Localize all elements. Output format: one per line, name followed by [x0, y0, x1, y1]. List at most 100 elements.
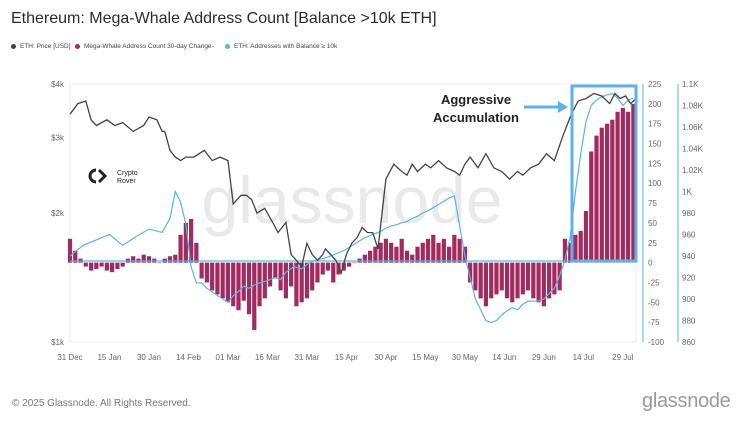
right1-tick-label: 50	[648, 219, 657, 228]
change-bar	[520, 262, 525, 295]
change-bar	[352, 262, 357, 264]
change-bar	[178, 234, 183, 263]
x-tick-label: 16 Mar	[255, 353, 280, 362]
right2-tick-label: 1.08K	[682, 102, 704, 111]
change-bar	[220, 262, 225, 299]
change-bar	[241, 262, 246, 301]
change-bar	[394, 246, 399, 263]
chart-title: Ethereum: Mega-Whale Address Count [Bala…	[11, 10, 437, 27]
x-tick-label: 31 Dec	[57, 353, 82, 362]
change-bar	[231, 262, 236, 307]
accumulation-box	[570, 84, 638, 263]
legend-marker-addresses	[225, 44, 230, 49]
annotation-line-1: Aggressive	[441, 92, 511, 107]
right1-tick-label: 100	[648, 179, 662, 188]
change-bar	[625, 111, 631, 263]
change-bar	[299, 262, 304, 303]
change-bar	[573, 234, 578, 263]
legend-item-change: Mega-Whale Address Count 30-day Change	[75, 43, 212, 50]
brand-line-1: Crypto	[117, 170, 138, 177]
right2-tick-label: 1K	[682, 188, 692, 197]
change-bar	[599, 127, 604, 263]
legend-marker-price	[11, 44, 16, 49]
change-bar	[547, 262, 552, 299]
change-bar	[531, 262, 536, 299]
change-bar	[188, 218, 194, 263]
footer-copyright: © 2025 Glassnode. All Rights Reserved.	[12, 398, 191, 409]
change-bar	[610, 119, 615, 263]
change-bar	[583, 211, 589, 263]
right1-tick-label: 0	[648, 259, 653, 268]
change-bar	[257, 262, 262, 307]
change-bar	[315, 262, 320, 283]
right1-tick-label: -75	[648, 318, 660, 327]
right1-tick-label: 175	[648, 120, 662, 129]
change-bar	[568, 242, 573, 263]
left-axis: $1k $2k $3k $4k	[51, 80, 65, 347]
change-bar	[404, 250, 410, 263]
change-bar	[120, 262, 125, 267]
change-bar	[362, 254, 367, 263]
x-tick-label: 29 Jun	[532, 353, 556, 362]
right2-tick-label: 1.06K	[682, 123, 704, 132]
footer-logo: glassnode	[642, 390, 731, 412]
change-bar	[604, 123, 610, 263]
change-bar	[83, 262, 88, 267]
right2-tick-label: 940	[682, 252, 696, 261]
change-bar	[504, 262, 510, 299]
change-bar	[283, 262, 288, 299]
right2-tick-label: 960	[682, 231, 696, 240]
change-bar	[473, 262, 478, 291]
crypto-rover-logo: Crypto Rover	[88, 168, 138, 185]
change-bar	[452, 234, 457, 263]
change-bar	[615, 111, 620, 263]
change-bar	[510, 262, 515, 303]
change-bar	[225, 262, 231, 303]
change-bar	[346, 262, 352, 267]
left-tick-label: $1k	[51, 338, 65, 347]
change-bar	[410, 254, 415, 263]
change-bar	[578, 230, 583, 263]
change-bar	[294, 262, 299, 307]
left-tick-label: $2k	[51, 209, 65, 218]
right1-tick-label: 75	[648, 199, 657, 208]
x-tick-label: 15 Apr	[335, 353, 358, 362]
change-bar	[320, 262, 325, 275]
change-bar	[262, 262, 267, 299]
x-tick-label: 29 Jul	[612, 353, 634, 362]
change-bar	[399, 238, 404, 263]
addresses-line	[69, 93, 634, 324]
change-bar	[368, 250, 373, 263]
change-bar	[425, 238, 431, 263]
change-bar	[104, 262, 109, 271]
change-bar	[536, 262, 541, 303]
right1-tick-label: 25	[648, 239, 657, 248]
change-bar	[489, 262, 494, 299]
change-bar	[431, 234, 436, 263]
right2-tick-label: 920	[682, 274, 696, 283]
legend-item-addresses: ETH: Addresses with Balance ≥ 10k	[225, 43, 337, 50]
x-tick-label: 30 May	[452, 353, 478, 362]
change-bar	[110, 262, 115, 273]
change-bar	[236, 262, 241, 311]
x-tick-label: 15 May	[412, 353, 438, 362]
left-tick-label: $4k	[51, 80, 65, 89]
change-bar	[267, 262, 273, 287]
change-bar	[631, 103, 636, 263]
change-bar	[420, 242, 425, 263]
change-bar	[73, 250, 78, 263]
right1-tick-label: 150	[648, 140, 662, 149]
right-axis-change: 225 200 175 150 125 100 75 50 25 0 -25 -50 -75 -100	[648, 80, 665, 347]
right2-tick-label: 1.04K	[682, 145, 704, 154]
brand-line-2: Rover	[117, 178, 136, 185]
change-bar	[115, 262, 120, 269]
right1-tick-label: 200	[648, 100, 662, 109]
change-bar	[383, 238, 389, 263]
right1-tick-label: 125	[648, 159, 662, 168]
change-bar	[183, 222, 188, 263]
right2-tick-label: 900	[682, 295, 696, 304]
change-bar	[552, 262, 557, 295]
change-bar	[304, 262, 310, 299]
change-bar	[278, 262, 283, 291]
change-bar	[515, 262, 520, 299]
